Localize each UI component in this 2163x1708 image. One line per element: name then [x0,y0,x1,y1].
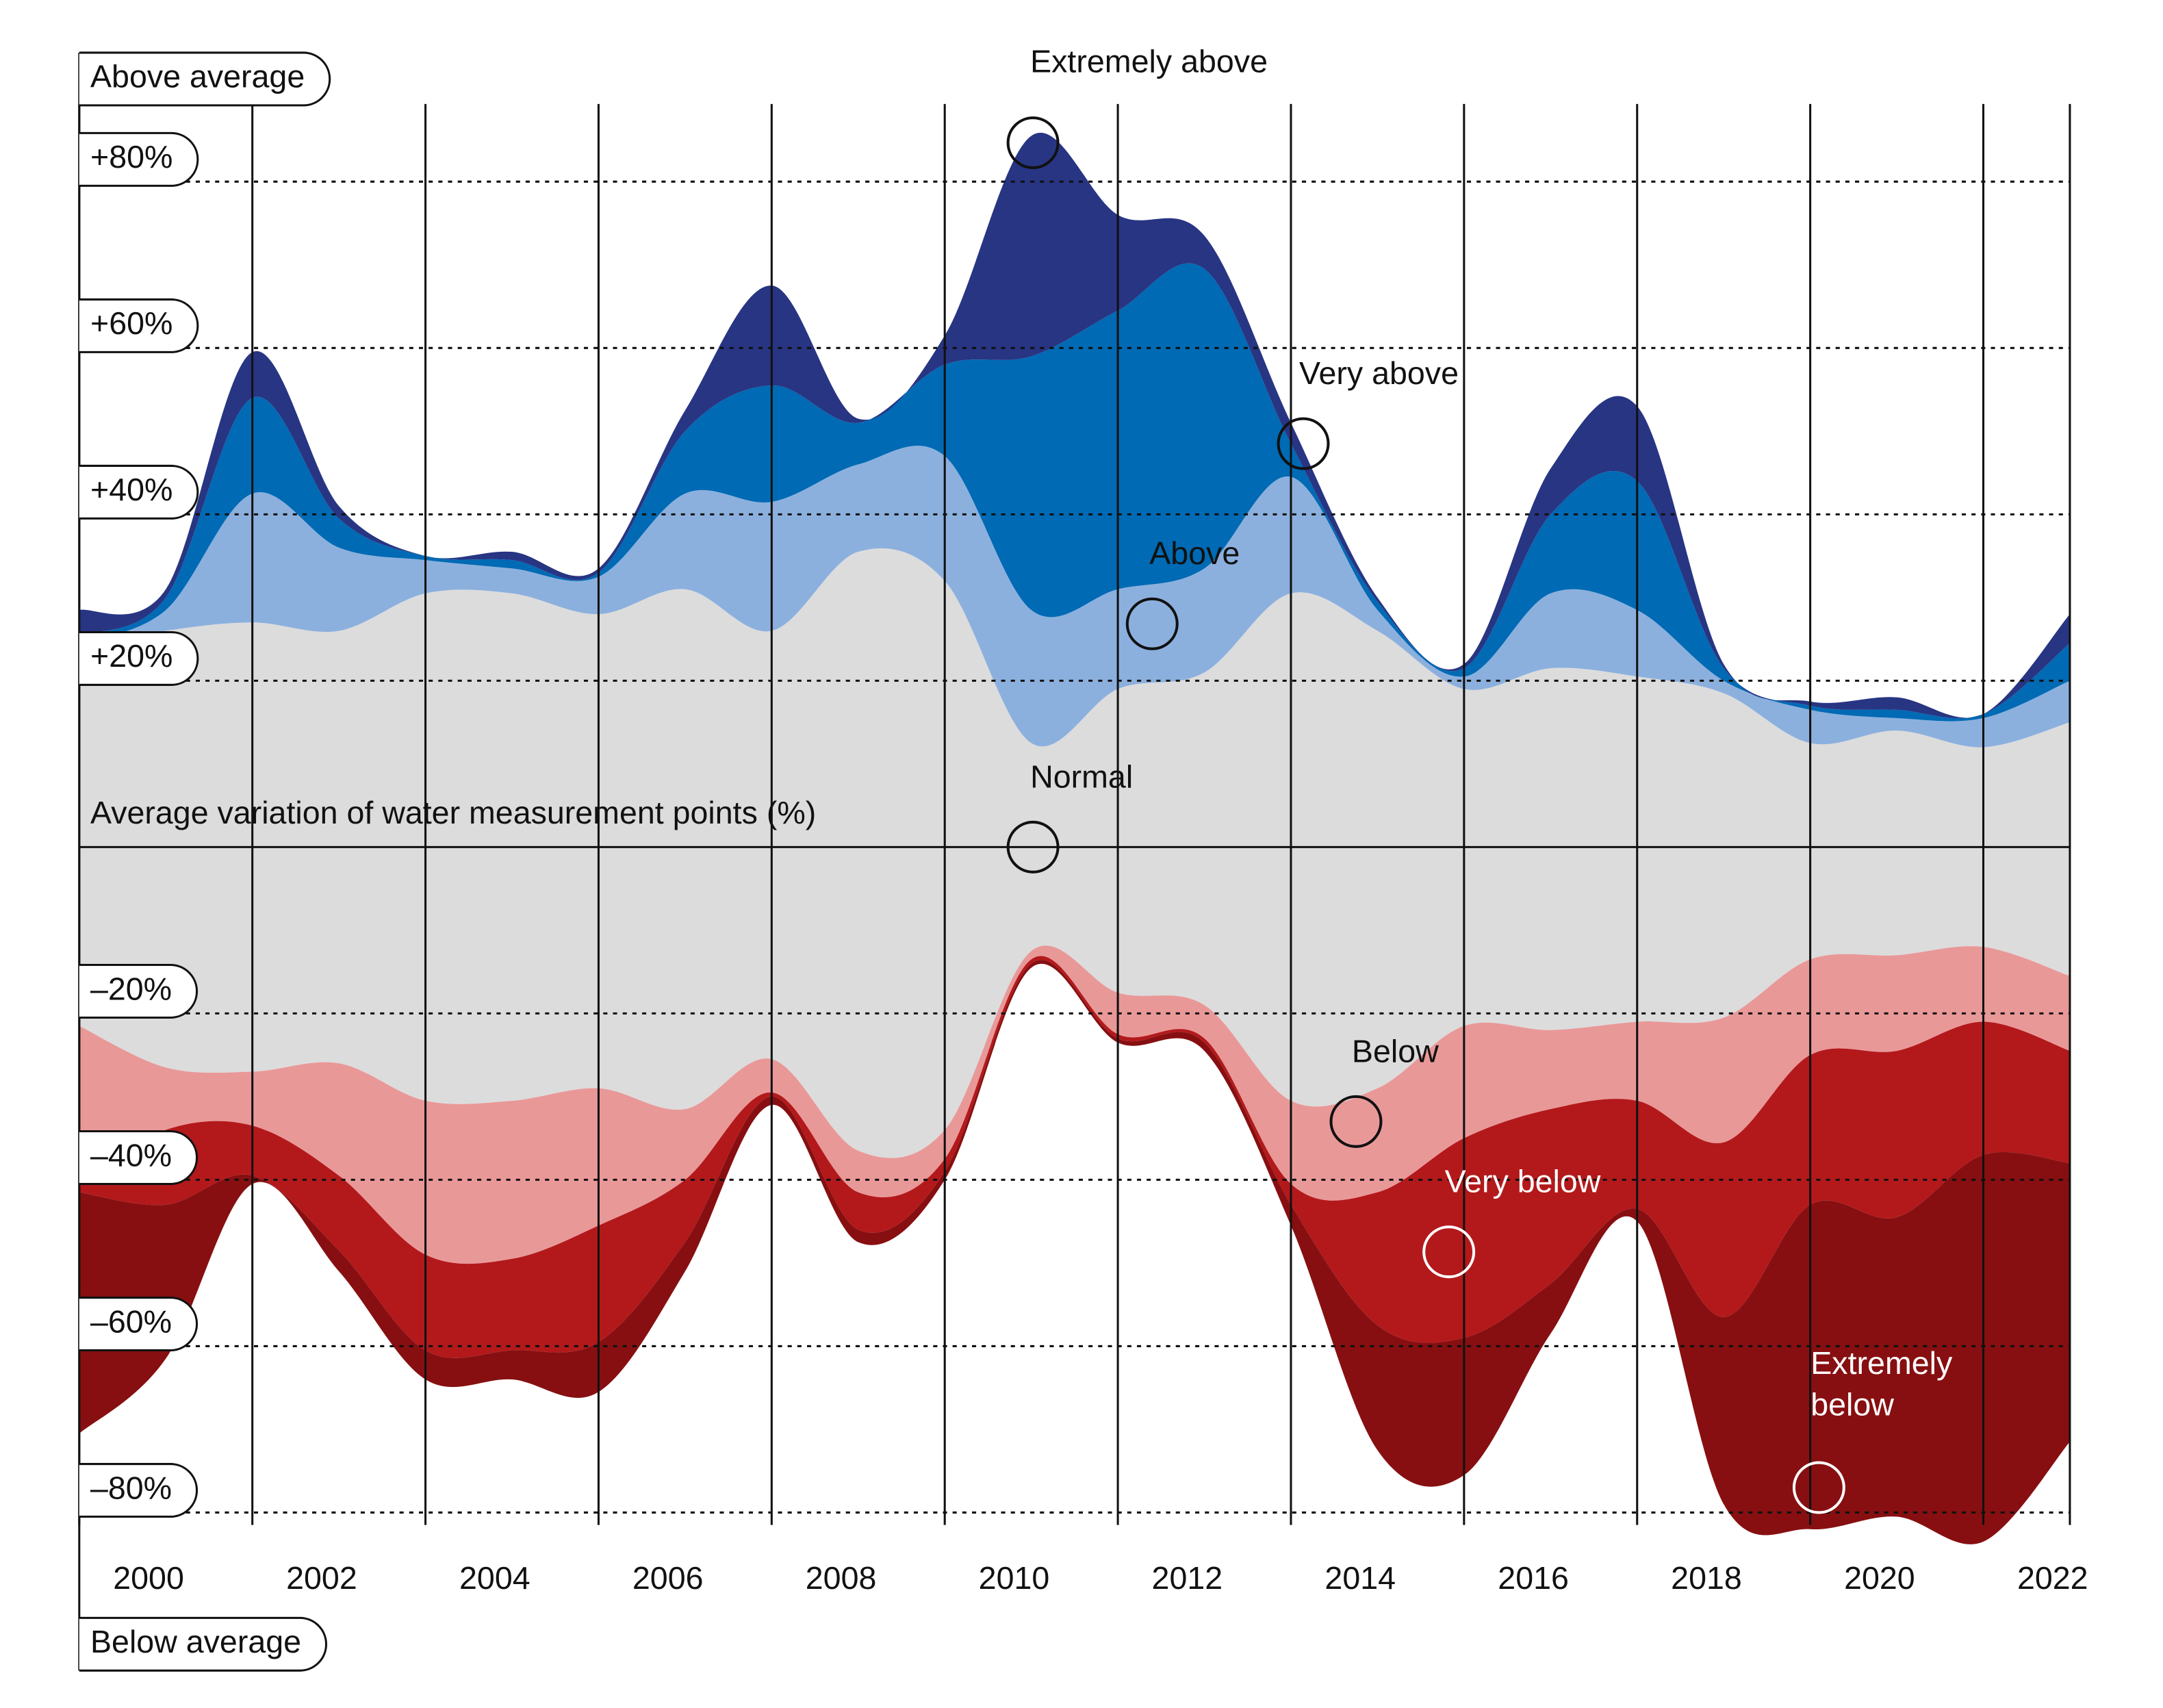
y-label-top-box [79,51,331,107]
legend-marker [1792,1461,1845,1514]
legend-marker [1006,116,1060,170]
y-tick-label-box [79,1297,199,1352]
y-tick-label-group: +40% [79,464,199,520]
x-tick-label: 2012 [1152,1560,1223,1596]
y-label-bottom-box [79,1616,328,1672]
x-tick-label: 2022 [2017,1560,2088,1596]
x-tick-label: 2014 [1324,1560,1396,1596]
legend-box: Extremely below [1810,1344,1953,1423]
y-tick-label: –40% [90,1137,172,1173]
legend-label: Below [1351,1032,1439,1069]
legend-label: Very above [1298,355,1459,392]
y-label-bottom-group: Below average [79,1616,328,1672]
legend-box: Extremely above [1030,42,1268,79]
y-tick-label-group: –80% [79,1463,199,1518]
y-tick-label-group: +20% [79,630,199,686]
x-tick-label: 2002 [286,1560,357,1596]
y-tick-label-group: –40% [79,1130,199,1186]
areas [79,132,2070,1544]
zero-label: Average variation of water measurement p… [90,795,816,830]
y-label-top-group: Above average [79,51,331,107]
y-tick-label: +40% [90,472,172,507]
legend-marker [1277,417,1330,470]
x-tick-label: 2016 [1498,1560,1569,1596]
area [79,446,2070,748]
area [79,132,2070,719]
y-tick-label: –60% [90,1303,172,1339]
legend-box: Above [1149,535,1240,572]
legend-label: Very below [1444,1163,1601,1199]
y-tick-label: +80% [90,139,172,175]
area [79,945,2070,1264]
y-tick-label-box [79,131,199,187]
legend-marker [1125,597,1179,650]
x-tick-label: 2000 [113,1560,184,1596]
x-tick-label: 2006 [632,1560,704,1596]
y-tick-label-box [79,963,199,1019]
area [79,263,2070,722]
area [79,956,2070,1358]
y-tick-label: –80% [90,1470,172,1505]
y-tick-label-group: –60% [79,1297,199,1352]
x-tick-label: 2020 [1844,1560,1915,1596]
legend-box: Very below [1444,1163,1601,1199]
x-tick-label: 2010 [979,1560,1050,1596]
y-tick-label-group: –20% [79,963,199,1019]
y-label-bottom: Below average [90,1624,301,1659]
area [79,548,2070,1158]
legend-box: Below [1351,1032,1439,1069]
y-tick-label-group: +80% [79,131,199,187]
y-tick-label-box [79,464,199,520]
area [79,960,2070,1544]
legend-marker [1329,1095,1383,1148]
legend-box: Very above [1298,355,1459,392]
legend-label: Normal [1030,758,1134,795]
y-tick-label: +60% [90,305,172,341]
y-tick-label-box [79,630,199,686]
x-tick-label: 2008 [806,1560,877,1596]
grid [78,52,2071,1671]
y-tick-label: –20% [90,971,172,1006]
x-tick-label: 2018 [1671,1560,1742,1596]
x-tick-label: 2004 [459,1560,530,1596]
y-tick-label-box [79,298,199,353]
y-tick-label-box [79,1463,199,1518]
y-label-top: Above average [90,59,305,94]
y-tick-label-box [79,1130,199,1186]
legend-label: Above [1149,535,1240,572]
legend-marker [1006,820,1060,874]
legend-box: Normal [1030,758,1134,795]
y-tick-label-group: +60% [79,298,199,353]
y-tick-label: +20% [90,638,172,674]
legend-label: Extremely above [1030,42,1268,79]
legend-marker [1422,1225,1476,1279]
labels: 2000 2002 2004 2006 2008 2010 2012 2014 2016 2018… [79,42,2088,1672]
legend-label: Extremely below [1810,1344,1953,1423]
